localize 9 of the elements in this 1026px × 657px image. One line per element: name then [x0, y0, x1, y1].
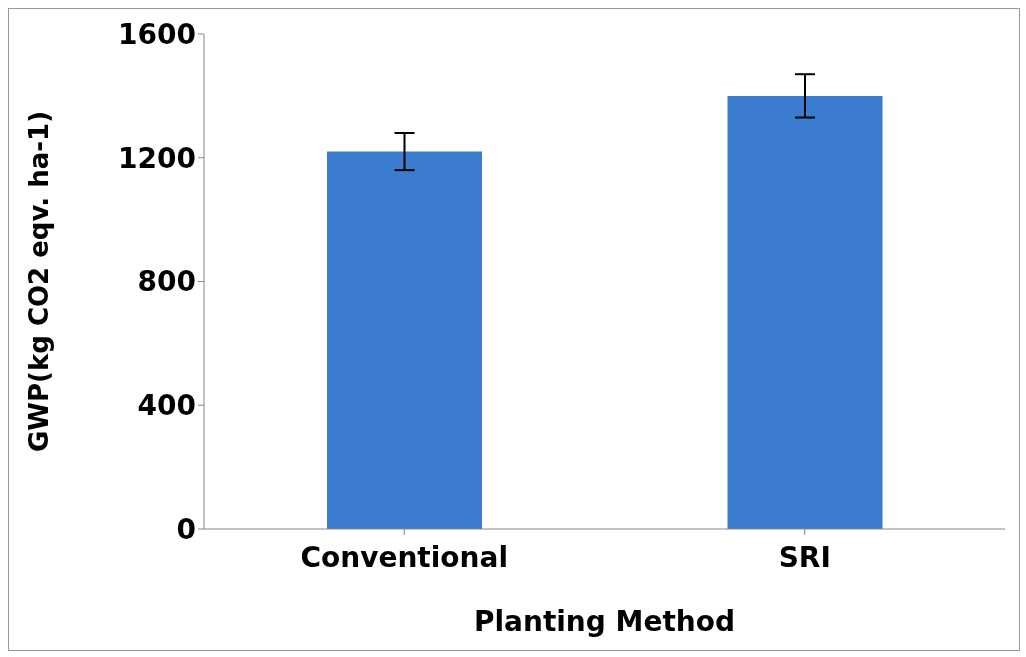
x-tick-label: SRI	[778, 540, 831, 574]
y-tick-label: 800	[137, 265, 196, 299]
y-tick-label: 400	[137, 389, 196, 423]
x-axis-title: Planting Method	[473, 605, 736, 638]
y-tick-label: 1600	[118, 17, 196, 51]
y-axis-title: GWP(kg CO2 eqv. ha-1)	[24, 110, 55, 453]
y-tick-label: 1200	[118, 141, 196, 175]
x-tick-label: Conventional	[300, 540, 509, 574]
y-tick-label: 0	[176, 512, 196, 546]
